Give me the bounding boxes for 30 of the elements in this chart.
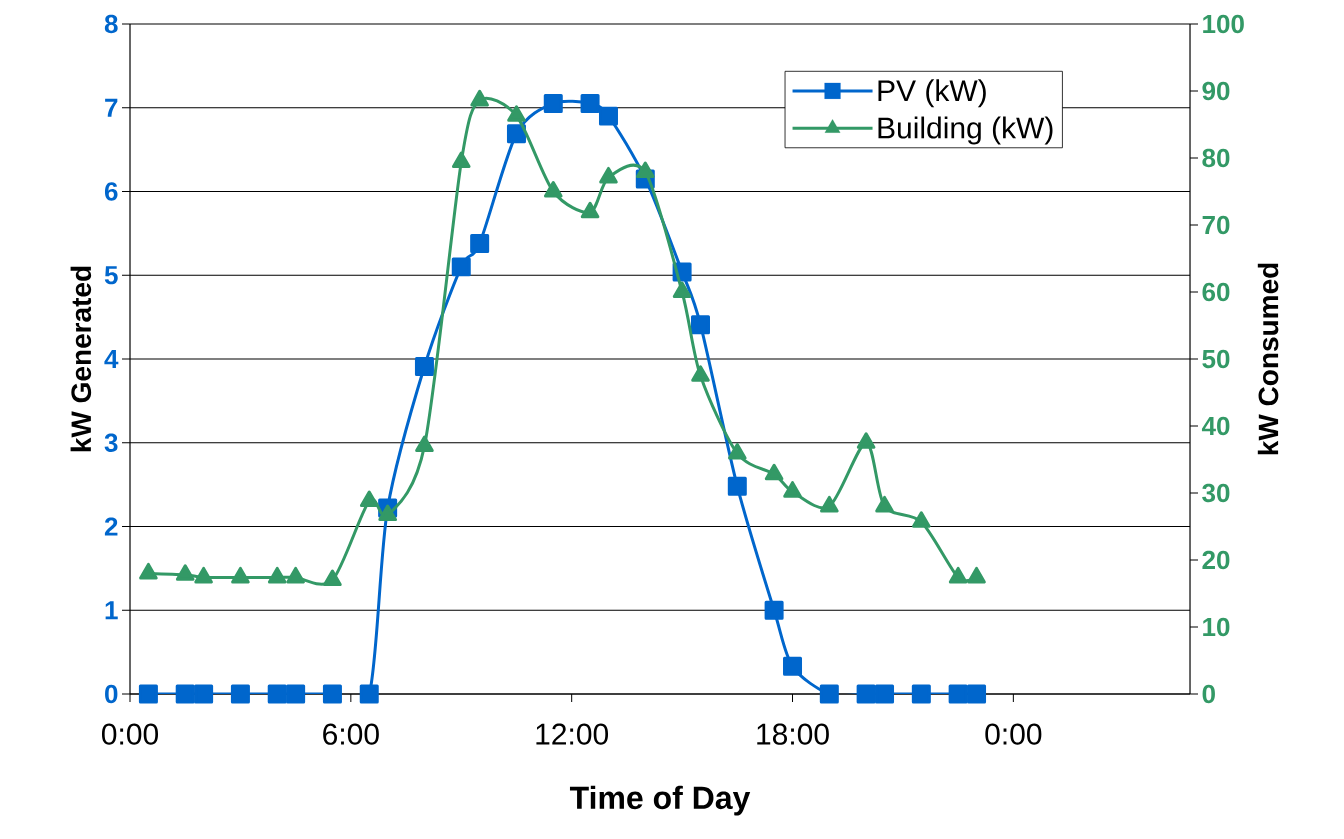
y2-tick-label: 50 bbox=[1202, 349, 1230, 369]
y2-tick-label: 80 bbox=[1202, 148, 1230, 168]
y-tick-label: 5 bbox=[104, 266, 118, 285]
y2-tick-label: 20 bbox=[1202, 550, 1230, 570]
y-tick-label: 8 bbox=[104, 14, 118, 34]
y2-tick-label: 100 bbox=[1203, 14, 1244, 34]
y-tick-label: 2 bbox=[104, 517, 118, 536]
x-tick-label: 6:00 bbox=[323, 723, 379, 745]
legend-label: Building (kW) bbox=[878, 116, 1053, 145]
y2-tick-label: 10 bbox=[1203, 617, 1230, 637]
y2-tick-label: 90 bbox=[1202, 81, 1230, 101]
y2-tick-label: 30 bbox=[1202, 483, 1230, 503]
y2-axis-title: kW Consumed bbox=[1257, 263, 1279, 455]
y2-tick-label: 60 bbox=[1202, 282, 1230, 302]
y2-tick-label: 0 bbox=[1202, 684, 1215, 704]
x-tick-label: 0:00 bbox=[101, 723, 159, 745]
y-tick-label: 6 bbox=[104, 182, 118, 201]
x-tick-label: 12:00 bbox=[536, 723, 609, 745]
legend-label: PV (kW) bbox=[878, 79, 986, 108]
x-axis-title: Time of Day bbox=[569, 785, 751, 816]
y-tick-label: 0 bbox=[105, 684, 118, 704]
x-tick-label: 0:00 bbox=[985, 723, 1042, 745]
x-tick-label: 18:00 bbox=[757, 723, 829, 745]
y-axis-title: kW Generated bbox=[70, 266, 92, 452]
y2-tick-label: 40 bbox=[1201, 416, 1230, 436]
y-tick-label: 3 bbox=[104, 433, 118, 452]
y-tick-label: 7 bbox=[105, 98, 118, 117]
y2-tick-label: 70 bbox=[1202, 215, 1230, 235]
y-tick-label: 4 bbox=[104, 350, 119, 368]
y-tick-label: 1 bbox=[105, 601, 118, 620]
